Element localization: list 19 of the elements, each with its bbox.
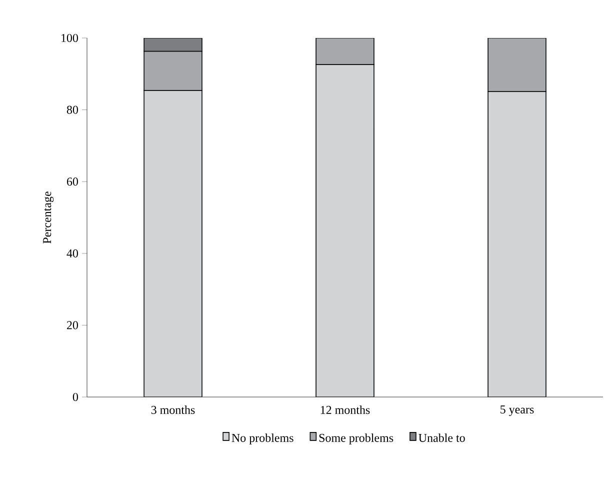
bar	[144, 50, 202, 91]
bar	[316, 38, 374, 65]
x-tick-label: 3 months	[151, 406, 195, 414]
bar	[488, 38, 546, 92]
y-tick-label: 40	[66, 249, 78, 258]
y-axis-title: Percentage	[43, 192, 54, 244]
legend-label: Unable to	[418, 434, 465, 442]
bar	[316, 64, 374, 397]
y-tick-label: 60	[66, 178, 78, 186]
y-tick-label: 0	[72, 392, 78, 402]
y-tick-label: 100	[62, 34, 78, 42]
bar	[488, 91, 546, 397]
bar	[144, 90, 202, 397]
y-tick-label: 80	[66, 106, 78, 114]
legend-label: Some problems	[319, 434, 394, 444]
y-tick-label: 20	[67, 321, 78, 330]
x-tick-label: 5 years	[500, 406, 534, 416]
legend-label: No problems	[232, 434, 294, 444]
x-tick-label: 12 months	[320, 406, 370, 414]
